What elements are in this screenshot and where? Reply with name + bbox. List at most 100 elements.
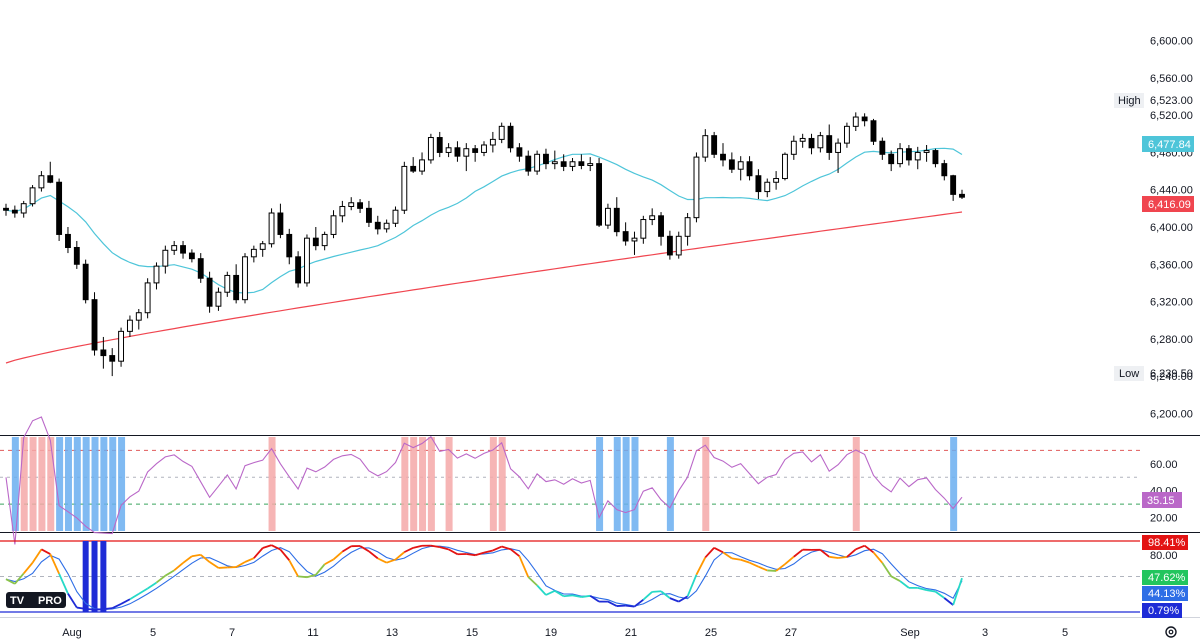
rsi-extreme-band [20, 437, 28, 531]
candle [56, 178, 63, 241]
candle [604, 203, 611, 229]
candle [312, 226, 319, 251]
candle [11, 205, 18, 218]
candle-body [551, 161, 558, 165]
candle [782, 152, 788, 181]
candle-body [312, 237, 319, 247]
stoch-k-segment [625, 604, 635, 608]
candle-body [162, 249, 169, 267]
rsi-extreme-band [427, 437, 435, 531]
candle-body [348, 202, 355, 207]
stoch-k-segment [722, 551, 733, 560]
stoch-extreme-bar [91, 541, 98, 612]
background-layer [0, 435, 1200, 618]
candle-body [852, 116, 859, 127]
y-tick-label: 6,440.00 [1150, 185, 1193, 197]
rsi-extreme-band [64, 437, 72, 531]
stoch-d-value: 44.13% [1148, 588, 1186, 600]
candle [879, 137, 886, 160]
stoch-k-segment [138, 587, 149, 595]
rsi-extreme-band [73, 437, 81, 531]
candle [658, 212, 664, 246]
candle-body [304, 237, 310, 284]
candle [109, 348, 116, 377]
candle-body [649, 215, 656, 221]
candle-body [826, 135, 833, 153]
candle-body [525, 155, 532, 172]
candle-body [534, 153, 541, 172]
candle [525, 150, 532, 176]
candle [578, 154, 585, 170]
rsi-extreme-band [11, 437, 19, 531]
y-tick-label: 6,360.00 [1150, 259, 1193, 271]
candle [959, 189, 965, 200]
candle-body [82, 263, 89, 301]
x-tick-label: Aug [62, 627, 82, 639]
stoch-k-segment [67, 593, 78, 609]
candle-body [188, 252, 195, 260]
candle-body [135, 312, 142, 321]
candle-body [91, 299, 98, 351]
candle [445, 143, 452, 158]
candle-body [392, 209, 399, 224]
stoch-k-segment [103, 607, 113, 611]
candle [118, 327, 125, 367]
candle-body [835, 142, 842, 153]
stoch-k-segment [191, 553, 201, 558]
candle [348, 197, 355, 211]
candle-body [489, 138, 496, 146]
candle [534, 150, 541, 175]
rsi-extreme-band [410, 437, 418, 531]
candle [622, 222, 629, 246]
candle-body [481, 144, 487, 153]
candle [516, 143, 523, 162]
candle [888, 150, 895, 172]
candle [171, 240, 178, 255]
price-panel[interactable] [3, 112, 965, 377]
candle [631, 231, 638, 255]
candle [47, 161, 54, 184]
rsi-panel[interactable] [0, 416, 1140, 545]
candle [100, 336, 107, 369]
candle [197, 253, 204, 283]
tradingview-logo-icon[interactable]: TV PRO [6, 592, 66, 608]
stoch-k-segment [829, 555, 839, 559]
stoch-k-segment [386, 558, 396, 564]
candle-body [737, 161, 744, 170]
candle-body [640, 219, 647, 239]
stoch-k-segment [642, 591, 653, 601]
stoch-k-segment [14, 572, 25, 585]
candle-body [684, 217, 691, 237]
stoch-k-segment [439, 546, 449, 551]
stoch-k-segment [767, 569, 777, 572]
stoch-k-segment [536, 584, 547, 596]
candle [560, 154, 567, 172]
stoch-tick-80: 80.00 [1150, 550, 1178, 562]
stoch-k-segment [235, 561, 246, 568]
stoch-k-segment [173, 562, 184, 572]
stoch-d-line [5, 545, 963, 610]
stoch-k-segment [731, 557, 741, 561]
stoch-k-segment [713, 546, 724, 554]
gear-icon[interactable] [1165, 626, 1177, 638]
candle [941, 159, 948, 181]
stochastic-panel[interactable] [0, 540, 1140, 613]
candle [206, 271, 213, 313]
stoch-k-segment [403, 547, 414, 553]
candle [73, 240, 80, 269]
candle-body [171, 245, 178, 251]
candle-body [472, 148, 479, 153]
rsi-extreme-band [91, 437, 99, 531]
stoch-k-segment [518, 555, 530, 578]
candle [374, 215, 381, 235]
candle-body [560, 161, 567, 167]
stoch-k-segment [483, 549, 494, 554]
candle-body [569, 161, 576, 167]
candle [543, 148, 549, 170]
candle [861, 113, 868, 127]
stoch-k-segment [633, 598, 644, 608]
stoch-k-value: 47.62% [1148, 572, 1186, 584]
stoch-k-segment [279, 549, 290, 561]
candle [3, 203, 9, 216]
